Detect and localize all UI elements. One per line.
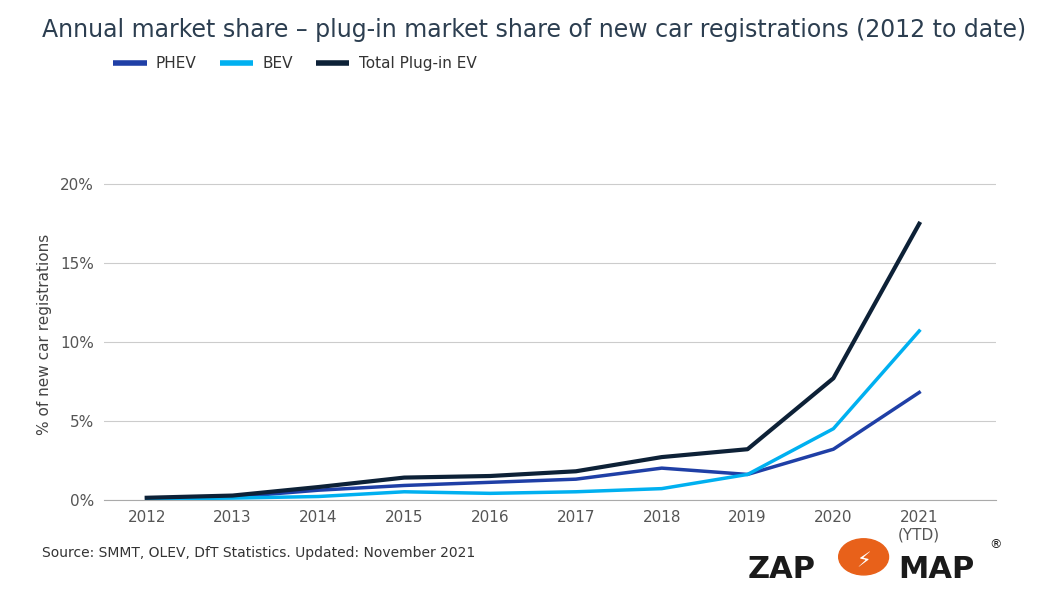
Text: ZAP: ZAP [747, 555, 816, 584]
Text: ®: ® [989, 538, 1002, 551]
Text: ⚡: ⚡ [856, 551, 871, 572]
Text: Annual market share – plug-in market share of new car registrations (2012 to dat: Annual market share – plug-in market sha… [42, 18, 1026, 42]
Text: Source: SMMT, OLEV, DfT Statistics. Updated: November 2021: Source: SMMT, OLEV, DfT Statistics. Upda… [42, 546, 474, 560]
Legend: PHEV, BEV, Total Plug-in EV: PHEV, BEV, Total Plug-in EV [107, 51, 483, 78]
Text: MAP: MAP [898, 555, 974, 584]
Y-axis label: % of new car registrations: % of new car registrations [37, 234, 52, 435]
